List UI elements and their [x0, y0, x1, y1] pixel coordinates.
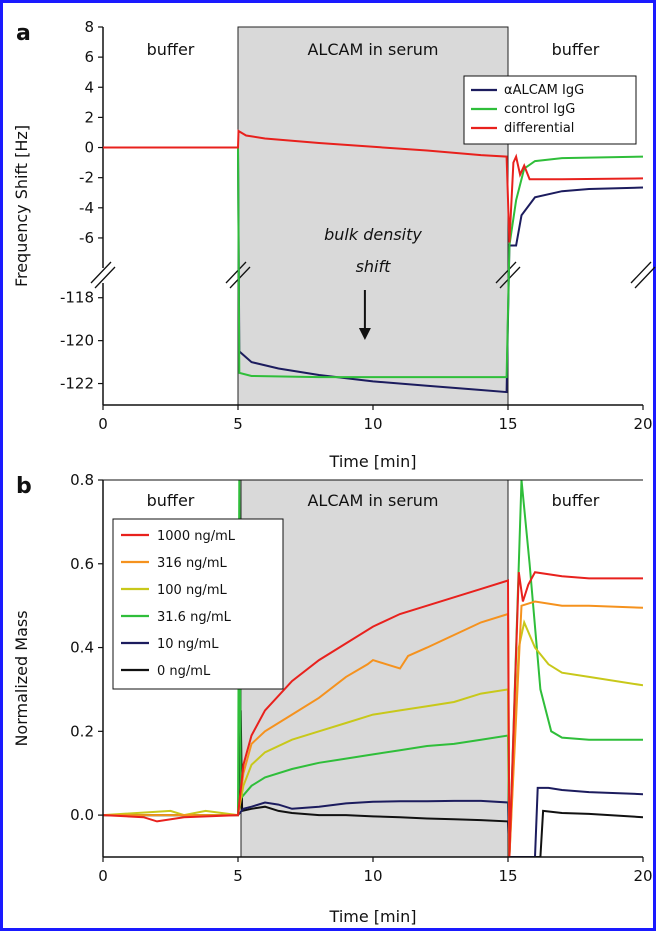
panel-b-legend-label: 316 ng/mL — [157, 556, 227, 571]
panel-b-series-line — [103, 600, 643, 857]
panel-a-x-tick-label: 0 — [98, 415, 108, 433]
panel-b-x-tick-label: 10 — [363, 867, 382, 885]
axis-break-mark — [630, 261, 652, 284]
panel-a-y-tick-label: 2 — [84, 108, 94, 126]
panel-a-region-label: buffer — [147, 40, 195, 59]
panel-b-letter: b — [16, 474, 32, 499]
panel-b-shaded-region — [240, 479, 509, 858]
panel-b-x-tick-label: 0 — [98, 867, 108, 885]
panel-a-y-tick-label: 6 — [84, 48, 94, 66]
panel-a-x-tick-label: 15 — [498, 415, 517, 433]
panel-a-y-tick-label: 4 — [84, 78, 94, 96]
panel-b-y-axis-label: Normalized Mass — [12, 610, 31, 746]
panel-b-legend — [112, 518, 284, 690]
panel-b-x-tick-label: 5 — [233, 867, 243, 885]
panel-b-series-line — [103, 571, 643, 857]
panel-b-x-tick-label: 20 — [633, 867, 652, 885]
panel-a-legend-label: control IgG — [504, 102, 575, 117]
panel-a-y-tick-label: -4 — [79, 199, 94, 217]
panel-a-y-tick-label: -6 — [79, 229, 94, 247]
panel-b-y-tick-label: 0.0 — [70, 806, 94, 824]
panel-b-x-tick-label: 15 — [498, 867, 517, 885]
panel-a-x-axis-label: Time [min] — [329, 452, 417, 471]
panel-b-legend-label: 31.6 ng/mL — [157, 610, 232, 625]
panel-a-letter: a — [16, 21, 31, 46]
axis-break-mark — [225, 261, 247, 284]
panel-b-legend-label: 100 ng/mL — [157, 583, 227, 598]
panel-a-series-line — [103, 146, 644, 379]
panel-b-series-line — [103, 786, 643, 857]
panel-b-region-label: buffer — [552, 491, 600, 510]
panel-a-x-tick-label: 20 — [633, 415, 652, 433]
panel-b-region-label: buffer — [147, 491, 195, 510]
panel-a-series-line — [103, 146, 644, 394]
panel-b-series-line — [103, 480, 643, 857]
panel-a-legend-label: αALCAM IgG — [504, 83, 584, 98]
panel-a-y-axis-label: Frequency Shift [Hz] — [12, 125, 31, 287]
panel-b-y-tick-label: 0.6 — [70, 555, 94, 573]
panel-b-x-axis-label: Time [min] — [329, 907, 417, 926]
panel-a-x-tick-label: 10 — [363, 415, 382, 433]
axis-break-mark — [495, 261, 517, 284]
panel-a-shaded-region — [237, 26, 509, 406]
panel-b-legend-label: 0 ng/mL — [157, 664, 211, 679]
annotation-bulk-density: bulk density — [324, 225, 422, 244]
panel-b-legend-label: 10 ng/mL — [157, 637, 219, 652]
panel-a-y-tick-label: 0 — [84, 139, 94, 157]
panel-a-y-tick-label: -2 — [79, 169, 94, 187]
panel-a-region-label: buffer — [552, 40, 600, 59]
annotation-shift: shift — [356, 257, 392, 276]
axis-break-mark — [634, 266, 656, 289]
panel-a-region-label: ALCAM in serum — [307, 40, 438, 59]
panel-a-series-line — [103, 129, 644, 243]
axis-break-mark — [499, 266, 521, 289]
panel-b-y-tick-label: 0.8 — [70, 471, 94, 489]
panel-b-legend-label: 1000 ng/mL — [157, 529, 236, 544]
panel-b-y-tick-label: 0.4 — [70, 639, 94, 657]
panel-a-y-tick-label: 8 — [84, 18, 94, 36]
axis-break-mark — [90, 261, 112, 284]
panel-a-legend-label: differential — [504, 121, 574, 136]
panel-a-y-tick-label: -122 — [60, 375, 94, 393]
panel-a-x-tick-label: 5 — [233, 415, 243, 433]
axis-break-mark — [229, 266, 251, 289]
panel-b-y-tick-label: 0.2 — [70, 722, 94, 740]
panel-b-region-label: ALCAM in serum — [307, 491, 438, 510]
axis-break-mark — [94, 266, 116, 289]
panel-a-y-tick-label: -118 — [60, 289, 94, 307]
panel-b-series-line — [103, 710, 643, 857]
annotation-arrow-head — [358, 328, 371, 340]
panel-a-y-tick-label: -120 — [60, 332, 94, 350]
